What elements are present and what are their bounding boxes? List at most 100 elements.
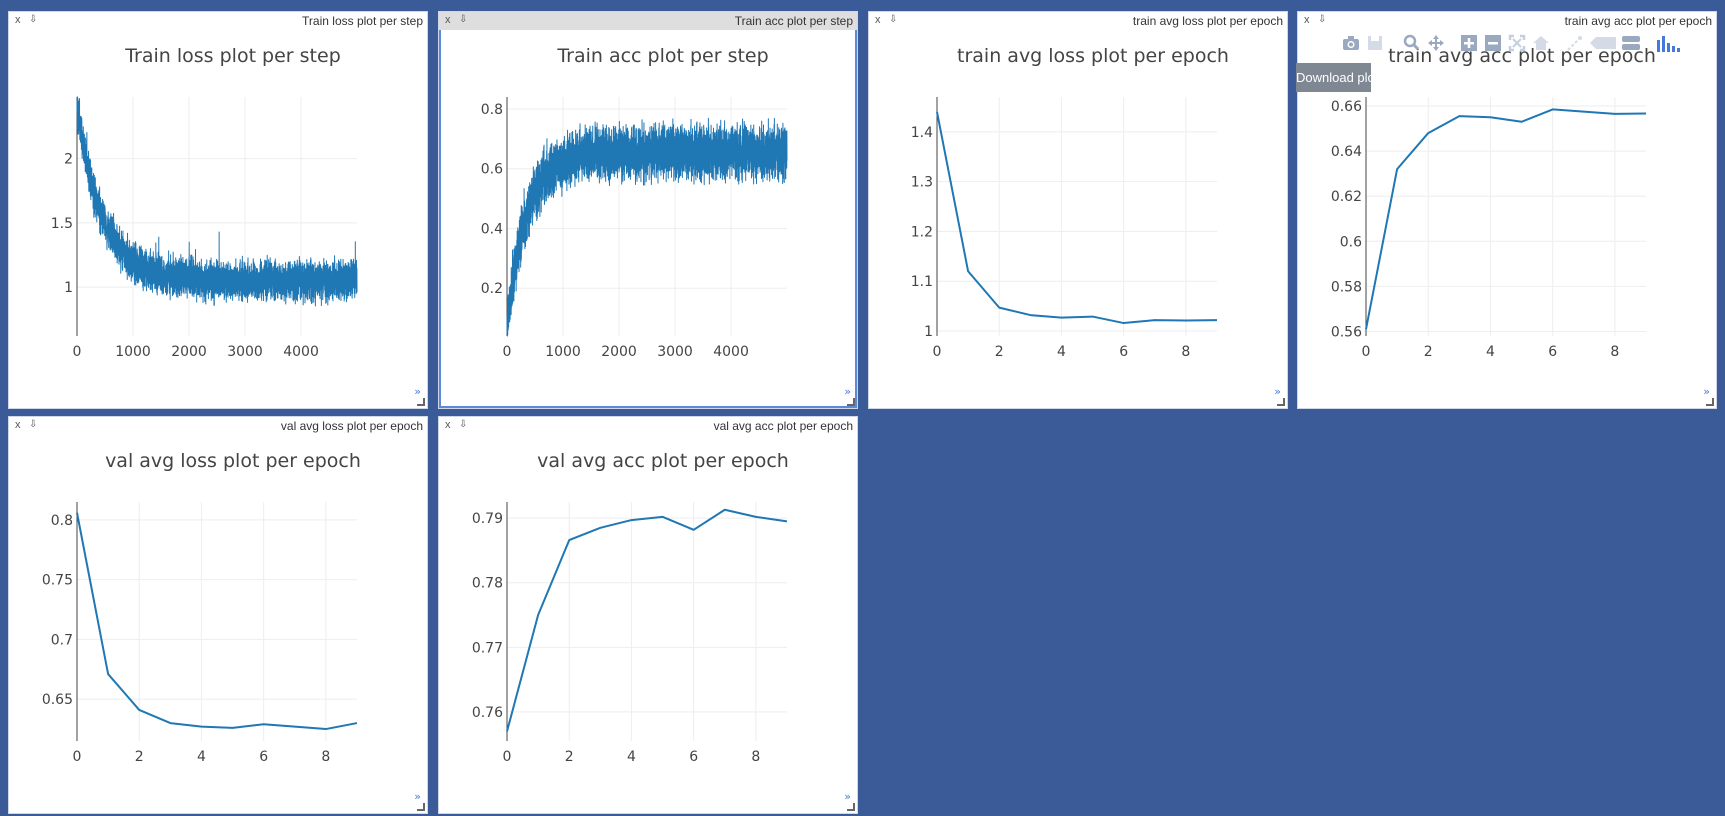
x-tick-label: 4 — [1057, 344, 1066, 360]
x-tick-label: 2 — [995, 344, 1004, 360]
x-tick-label: 2 — [135, 749, 144, 765]
pane-titlebar[interactable]: x ⇩ train avg loss plot per epoch — [869, 12, 1287, 30]
pane-label: Train acc plot per step — [734, 14, 853, 28]
download-arrow-icon[interactable]: ⇩ — [889, 14, 898, 25]
resize-handle-icon[interactable] — [1277, 398, 1285, 406]
series-line[interactable] — [76, 512, 358, 731]
resize-handle-icon[interactable] — [417, 398, 425, 406]
close-icon[interactable]: x — [1304, 14, 1310, 26]
expand-icon[interactable]: » — [844, 790, 851, 803]
y-tick-label: 0.2 — [481, 281, 503, 297]
pane-titlebar[interactable]: x ⇩ val avg loss plot per epoch — [9, 417, 427, 435]
resize-handle-icon[interactable] — [847, 398, 855, 406]
y-tick-label: 0.64 — [1331, 144, 1362, 160]
plot-pane-val-avg-loss-epoch[interactable]: x ⇩ val avg loss plot per epoch val avg los… — [8, 416, 428, 814]
x-tick-label: 8 — [321, 749, 330, 765]
camera-icon[interactable] — [1340, 32, 1362, 54]
close-icon[interactable]: x — [875, 14, 881, 26]
compare-hover-icon[interactable] — [1588, 32, 1618, 54]
chart-title: val avg loss plot per epoch — [105, 450, 361, 472]
y-tick-label: 0.4 — [481, 221, 503, 237]
x-tick-label: 0 — [503, 344, 512, 360]
x-tick-label: 3000 — [227, 344, 263, 360]
download-arrow-icon[interactable]: ⇩ — [1318, 14, 1327, 25]
closest-hover-icon[interactable] — [1620, 32, 1642, 54]
pane-titlebar[interactable]: x ⇩ Train loss plot per step — [9, 12, 427, 30]
expand-icon[interactable]: » — [414, 385, 421, 398]
y-tick-label: 1.2 — [911, 224, 933, 240]
pane-label: train avg loss plot per epoch — [1132, 14, 1283, 28]
x-tick-label: 6 — [689, 749, 698, 765]
download-arrow-icon[interactable]: ⇩ — [459, 419, 468, 430]
y-tick-label: 0.77 — [472, 640, 503, 656]
y-tick-label: 2 — [64, 152, 73, 168]
x-tick-label: 8 — [751, 749, 760, 765]
series-line[interactable] — [76, 96, 358, 307]
y-tick-label: 0.58 — [1331, 279, 1362, 295]
x-tick-label: 3000 — [657, 344, 693, 360]
x-tick-label: 2000 — [601, 344, 637, 360]
line-chart[interactable]: train avg acc plot per epoch 0 2 4 6 8 0.56 0.5… — [1298, 12, 1718, 410]
pane-titlebar[interactable]: x ⇩ val avg acc plot per epoch — [439, 417, 857, 435]
series-line[interactable] — [1365, 108, 1647, 330]
y-tick-label: 0.6 — [481, 162, 503, 178]
expand-icon[interactable]: » — [1703, 385, 1710, 398]
close-icon[interactable]: x — [445, 14, 451, 26]
line-chart[interactable]: val avg acc plot per epoch 0 2 4 6 8 0.76 0.77 0… — [439, 417, 859, 815]
y-tick-label: 0.6 — [1340, 234, 1362, 250]
zoom-out-icon[interactable] — [1482, 32, 1504, 54]
series-line[interactable] — [936, 111, 1218, 325]
line-chart[interactable]: train avg loss plot per epoch 0 2 4 6 8 1 1.1 1.… — [869, 12, 1289, 410]
x-tick-label: 0 — [1362, 344, 1371, 360]
autoscale-icon[interactable] — [1506, 32, 1528, 54]
close-icon[interactable]: x — [15, 419, 21, 431]
line-chart[interactable]: val avg loss plot per epoch 0 2 4 6 8 0.65 0.7 0… — [9, 417, 429, 815]
y-tick-label: 0.78 — [472, 576, 503, 592]
line-chart[interactable]: Train loss plot per step 0 1000 2000 3000 400… — [9, 12, 429, 410]
plot-pane-train-loss-step[interactable]: x ⇩ Train loss plot per step Train loss plo… — [8, 11, 428, 409]
pane-titlebar[interactable]: x ⇩ Train acc plot per step — [439, 12, 857, 30]
save-icon[interactable] — [1364, 32, 1386, 54]
chart-title: train avg acc plot per epoch — [1388, 45, 1656, 67]
y-tick-label: 0.66 — [1331, 99, 1362, 115]
x-tick-label: 4000 — [713, 344, 749, 360]
x-tick-label: 8 — [1181, 344, 1190, 360]
chart-title: train avg loss plot per epoch — [957, 45, 1229, 67]
plotly-logo-icon[interactable] — [1654, 32, 1680, 54]
y-tick-label: 1 — [64, 280, 73, 296]
y-tick-label: 1.4 — [911, 125, 933, 141]
x-tick-label: 4000 — [283, 344, 319, 360]
x-tick-label: 0 — [73, 749, 82, 765]
zoom-icon[interactable] — [1400, 32, 1422, 54]
x-tick-label: 4 — [197, 749, 206, 765]
zoom-in-icon[interactable] — [1458, 32, 1480, 54]
x-tick-label: 0 — [73, 344, 82, 360]
series-line[interactable] — [506, 508, 788, 732]
pane-label: val avg loss plot per epoch — [280, 419, 423, 433]
home-icon[interactable] — [1530, 32, 1552, 54]
resize-handle-icon[interactable] — [847, 803, 855, 811]
pan-icon[interactable] — [1425, 32, 1447, 54]
series-line[interactable] — [506, 117, 788, 337]
pane-titlebar[interactable]: x ⇩ train avg acc plot per epoch — [1298, 12, 1716, 30]
spike-lines-icon[interactable] — [1564, 32, 1586, 54]
expand-icon[interactable]: » — [844, 385, 851, 398]
download-arrow-icon[interactable]: ⇩ — [29, 419, 38, 430]
line-chart[interactable]: Train acc plot per step 0 1000 2000 3000 4000… — [439, 12, 859, 410]
x-tick-label: 2 — [565, 749, 574, 765]
plot-pane-train-acc-step[interactable]: x ⇩ Train acc plot per step Train acc plot … — [438, 11, 858, 409]
download-arrow-icon[interactable]: ⇩ — [29, 14, 38, 25]
expand-icon[interactable]: » — [414, 790, 421, 803]
close-icon[interactable]: x — [445, 419, 451, 431]
plot-pane-val-avg-acc-epoch[interactable]: x ⇩ val avg acc plot per epoch val avg acc … — [438, 416, 858, 814]
y-tick-label: 0.7 — [51, 632, 73, 648]
resize-handle-icon[interactable] — [1706, 398, 1714, 406]
y-tick-label: 1.1 — [911, 274, 933, 290]
plot-pane-train-avg-loss-epoch[interactable]: x ⇩ train avg loss plot per epoch train avg… — [868, 11, 1288, 409]
close-icon[interactable]: x — [15, 14, 21, 26]
x-tick-label: 2 — [1424, 344, 1433, 360]
resize-handle-icon[interactable] — [417, 803, 425, 811]
expand-icon[interactable]: » — [1274, 385, 1281, 398]
download-arrow-icon[interactable]: ⇩ — [459, 14, 468, 25]
x-tick-label: 1000 — [115, 344, 151, 360]
